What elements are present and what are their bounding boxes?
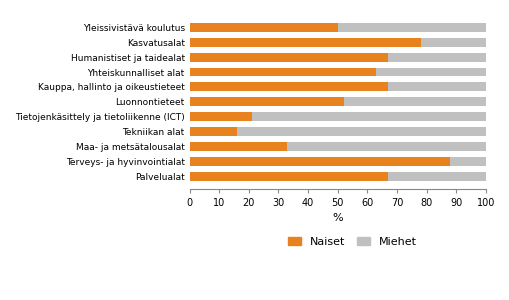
Bar <box>189 172 387 181</box>
Bar <box>420 38 485 47</box>
Bar <box>343 97 485 106</box>
Bar <box>237 127 485 136</box>
Bar <box>189 23 337 32</box>
Bar <box>387 172 485 181</box>
Bar <box>189 142 287 151</box>
Bar <box>189 112 251 121</box>
Bar <box>449 157 485 166</box>
Bar <box>189 127 237 136</box>
X-axis label: %: % <box>332 213 343 223</box>
Legend: Naiset, Miehet: Naiset, Miehet <box>283 232 420 251</box>
Bar <box>189 38 420 47</box>
Bar <box>189 97 343 106</box>
Bar <box>387 53 485 62</box>
Bar <box>387 82 485 91</box>
Bar <box>189 157 449 166</box>
Bar <box>287 142 485 151</box>
Bar <box>376 68 485 76</box>
Bar <box>251 112 485 121</box>
Bar <box>337 23 485 32</box>
Bar <box>189 53 387 62</box>
Bar <box>189 68 376 76</box>
Bar <box>189 82 387 91</box>
